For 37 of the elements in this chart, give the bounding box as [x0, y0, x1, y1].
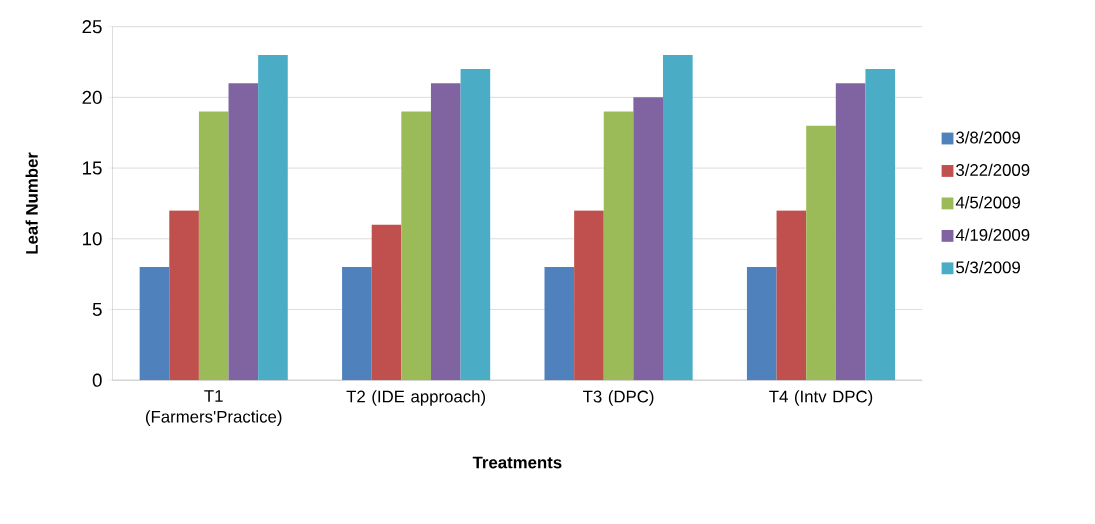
- bar: [371, 224, 402, 380]
- y-tick-label: 10: [83, 231, 102, 246]
- legend-label: 3/8/2009: [956, 131, 1020, 144]
- bar: [430, 83, 461, 380]
- bar: [776, 210, 807, 380]
- bar: [169, 210, 199, 380]
- bar: [460, 68, 491, 380]
- y-tick-label: 25: [82, 19, 102, 34]
- x-tick-label: T4 (Intv DPC): [769, 390, 873, 406]
- y-tick-label: 5: [92, 302, 102, 316]
- x-tick-label: T2 (IDE approach): [346, 390, 486, 406]
- bar: [198, 111, 229, 380]
- x-tick-label: T1 (Farmers'Practice): [145, 390, 282, 426]
- y-axis-title: Leaf Number: [25, 152, 38, 254]
- bar: [806, 125, 836, 380]
- y-tick-label: 20: [82, 90, 102, 104]
- bar: [633, 97, 664, 380]
- legend-label: 5/3/2009: [956, 260, 1020, 274]
- bar: [663, 54, 693, 380]
- y-tick-label: 15: [83, 161, 102, 175]
- bar: [544, 266, 575, 380]
- y-tick-label: 0: [92, 373, 102, 387]
- x-tick-label: T3 (DPC): [583, 390, 654, 406]
- bar: [228, 83, 259, 380]
- bar: [401, 111, 431, 380]
- bar: [574, 210, 604, 380]
- bar: [835, 83, 866, 380]
- legend-label: 4/5/2009: [955, 195, 1020, 209]
- legend-label: 4/19/2009: [955, 228, 1030, 241]
- bar: [258, 54, 288, 380]
- x-axis-title: Treatments: [472, 456, 562, 469]
- legend-label: 3/22/2009: [956, 163, 1030, 176]
- bar: [603, 111, 634, 380]
- bar: [865, 68, 896, 380]
- bar: [139, 266, 170, 380]
- bar: [746, 266, 777, 380]
- bar: [342, 266, 372, 380]
